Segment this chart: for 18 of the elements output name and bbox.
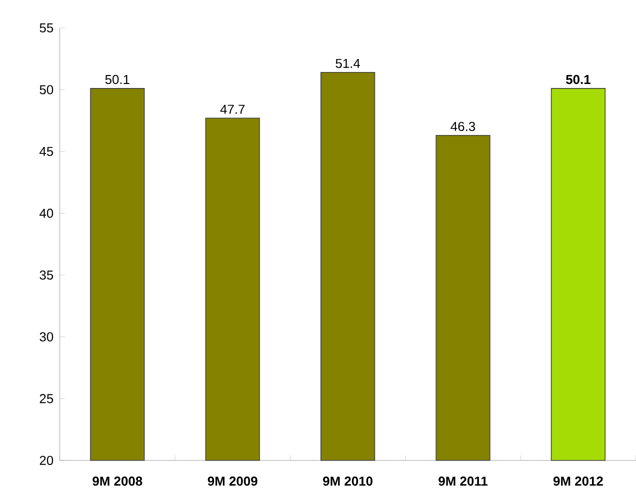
x-tick-label: 9M 2011: [438, 476, 488, 486]
x-tick-label: 9M 2012: [553, 476, 603, 486]
y-tick-label: 50: [40, 84, 54, 94]
data-label: 46.3: [450, 122, 476, 131]
x-tick-label: 9M 2009: [208, 476, 258, 486]
y-tick-label: 55: [40, 23, 54, 32]
data-label: 47.7: [220, 104, 245, 114]
data-label: 50.1: [105, 74, 130, 84]
y-tick-label: 20: [40, 456, 54, 465]
y-tick-label: 40: [40, 208, 54, 218]
data-label: 50.1: [566, 74, 590, 84]
y-tick-label: 25: [40, 394, 54, 404]
x-tick-label: 9M 2008: [92, 476, 142, 486]
y-tick-label: 30: [40, 332, 54, 342]
y-tick-label: 35: [40, 270, 54, 280]
y-tick-label: 45: [40, 146, 54, 156]
x-tick-label: 9M 2010: [323, 476, 372, 486]
data-label: 51.4: [336, 58, 360, 68]
